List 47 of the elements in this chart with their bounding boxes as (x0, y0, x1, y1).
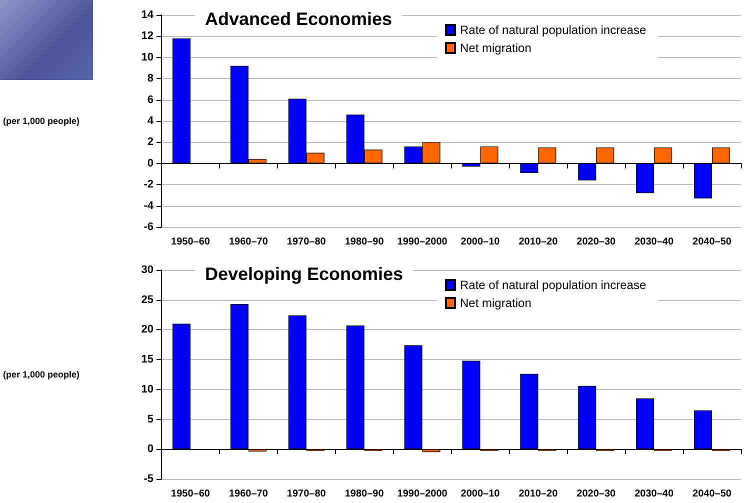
legend-label: Net migration (460, 296, 532, 310)
x-tick-label: 1970–80 (286, 488, 326, 500)
x-tick-label: 1960–70 (228, 236, 268, 248)
y-tick-label: -4 (144, 200, 154, 212)
x-tick-label: 2010–20 (518, 488, 558, 500)
x-tick-label: 2030–40 (634, 488, 674, 500)
y-tick-label: 20 (141, 324, 154, 336)
y-tick-label: 5 (147, 413, 154, 426)
y-tick-label: 8 (147, 72, 154, 85)
chart-title: Developing Economies (205, 264, 404, 284)
y-tick-label: 6 (147, 94, 154, 106)
x-tick-label: 1960–70 (228, 488, 268, 500)
x-tick-label: 1950–60 (171, 488, 210, 500)
y-tick-label: 14 (141, 9, 154, 21)
x-tick-label: 1980–90 (344, 488, 384, 500)
x-tick-label: 1950–60 (171, 236, 210, 248)
x-tick-label: 2010–20 (518, 236, 558, 248)
x-tick-label: 1980–90 (344, 236, 384, 248)
x-tick-label: 2000–10 (460, 236, 500, 248)
x-tick-label: 2000–10 (460, 488, 500, 500)
y-tick-label: 25 (141, 294, 154, 306)
x-tick-label: 2020–30 (576, 488, 616, 500)
legend-label: Net migration (460, 41, 532, 55)
y-tick-label: 10 (141, 51, 154, 64)
y-tick-label: -5 (144, 473, 154, 485)
x-tick-label: 2020–30 (576, 236, 616, 248)
x-tick-label: 2040–50 (692, 236, 732, 248)
x-tick-label: 2040–50 (692, 488, 732, 500)
y-tick-label: 0 (147, 157, 154, 170)
y-tick-label: 15 (141, 354, 154, 366)
y-tick-label: 10 (141, 383, 154, 396)
y-tick-label: 4 (147, 115, 154, 127)
y-axis-title: (per 1,000 people) (2, 370, 80, 380)
y-tick-label: 12 (141, 30, 154, 42)
y-tick-label: 30 (141, 264, 154, 276)
legend-label: Rate of natural population increase (460, 23, 646, 37)
y-tick-label: -6 (144, 221, 154, 233)
y-axis-title: (per 1,000 people) (2, 116, 80, 126)
y-tick-label: -2 (144, 178, 154, 191)
x-tick-label: 1970–80 (286, 236, 326, 248)
y-tick-label: 2 (147, 136, 154, 148)
chart-title: Advanced Economies (205, 9, 392, 29)
y-tick-label: 0 (147, 443, 154, 456)
x-tick-label: 2030–40 (634, 236, 674, 248)
x-tick-label: 1990–2000 (397, 236, 448, 248)
legend-label: Rate of natural population increase (460, 278, 646, 292)
x-tick-label: 1990–2000 (397, 488, 448, 500)
